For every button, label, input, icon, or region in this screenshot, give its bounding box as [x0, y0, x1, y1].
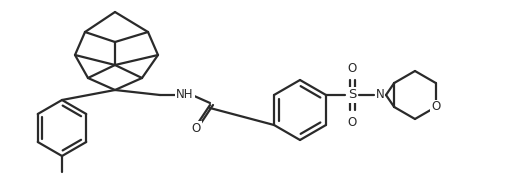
Text: O: O — [347, 62, 356, 74]
Text: O: O — [191, 121, 201, 135]
Text: O: O — [431, 101, 440, 113]
Text: S: S — [348, 89, 356, 101]
Text: NH: NH — [176, 89, 194, 101]
Text: O: O — [347, 116, 356, 128]
Text: N: N — [376, 89, 385, 101]
